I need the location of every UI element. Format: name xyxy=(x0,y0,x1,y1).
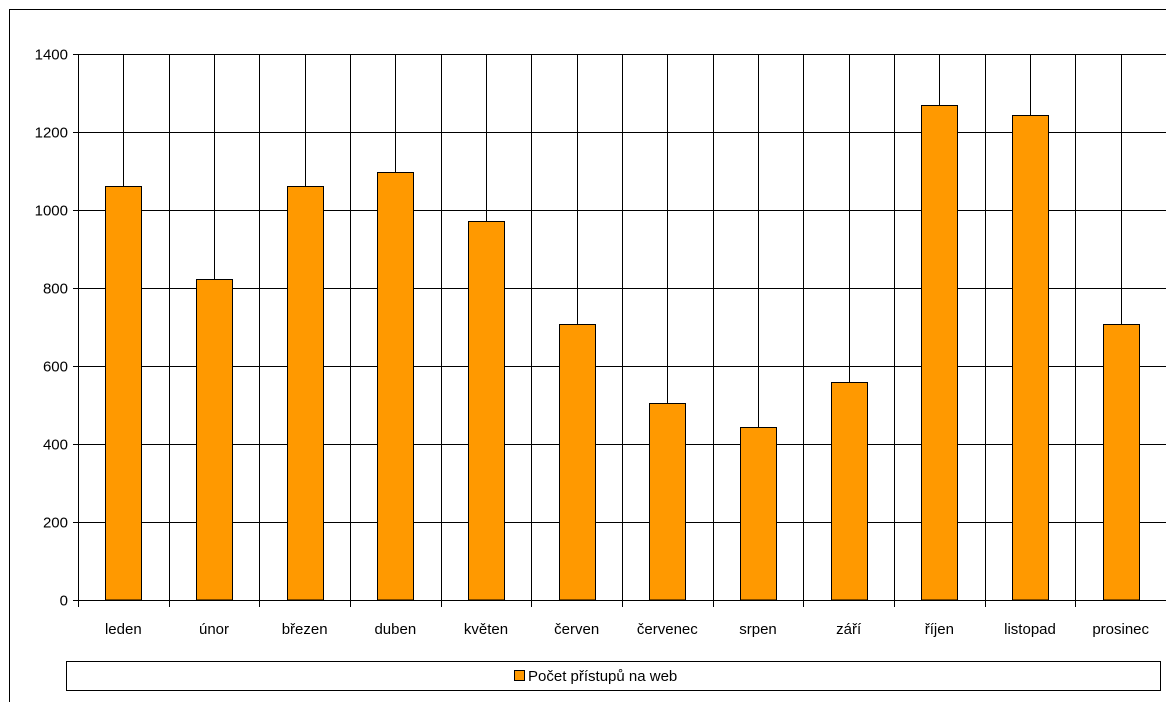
y-tick-label: 0 xyxy=(60,593,68,610)
y-tick-label: 1000 xyxy=(35,203,68,220)
x-tick-label: květen xyxy=(464,621,508,638)
y-tick-label: 1200 xyxy=(35,125,68,142)
legend-swatch xyxy=(514,670,525,681)
bar-duben xyxy=(377,172,414,601)
bar-říjen xyxy=(921,105,958,601)
y-axis-tick-labels: 0 200 400 600 800 1000 1200 1400 xyxy=(35,47,68,610)
x-axis-tick-labels: leden únor březen duben květen červen červenec… xyxy=(105,621,1150,638)
y-tick-label: 1400 xyxy=(35,47,68,64)
bar-listopad xyxy=(1012,115,1049,601)
x-tick-label: duben xyxy=(374,621,416,638)
x-tick-label: listopad xyxy=(1004,621,1056,638)
bar-srpen xyxy=(740,427,777,601)
bar-září xyxy=(831,382,868,601)
bar-únor xyxy=(196,279,233,601)
bars xyxy=(105,105,1140,601)
legend-box xyxy=(66,661,1161,691)
bar-březen xyxy=(287,186,324,601)
bar-červen xyxy=(559,324,596,601)
bar-květen xyxy=(468,221,505,601)
bar-prosinec xyxy=(1103,324,1140,601)
x-tick-label: říjen xyxy=(925,621,954,638)
bar-červenec xyxy=(649,403,686,601)
y-tick-label: 200 xyxy=(43,515,68,532)
y-tick-label: 400 xyxy=(43,437,68,454)
bar-leden xyxy=(105,186,142,601)
y-tick-label: 800 xyxy=(43,281,68,298)
y-tick-label: 600 xyxy=(43,359,68,376)
legend-label-series: Počet přístupů na web xyxy=(528,668,677,685)
x-tick-label: březen xyxy=(282,621,328,638)
x-tick-label: červenec xyxy=(637,621,698,638)
x-tick-label: prosinec xyxy=(1092,621,1149,638)
x-tick-label: srpen xyxy=(739,621,777,638)
x-tick-label: červen xyxy=(554,621,599,638)
axes xyxy=(73,54,1166,601)
legend: Počet přístupů na web xyxy=(66,661,1161,691)
x-tick-label: únor xyxy=(199,621,229,638)
x-tick-label: září xyxy=(836,621,862,638)
x-tick-label: leden xyxy=(105,621,142,638)
